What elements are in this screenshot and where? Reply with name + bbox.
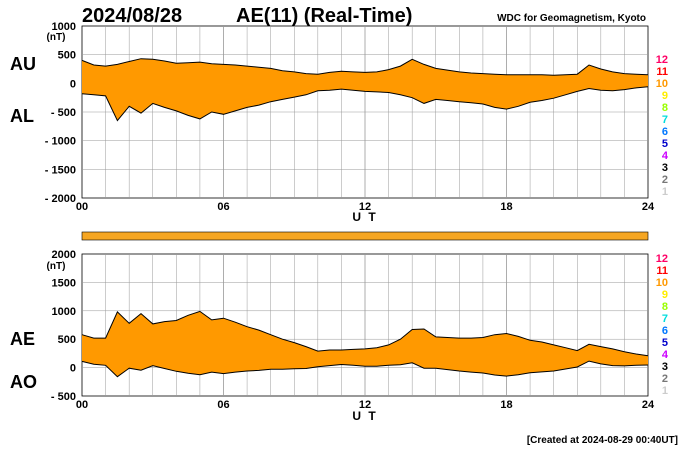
panel2-xlabel: U T <box>352 409 377 423</box>
x-tick-label: 12 <box>359 399 371 411</box>
series-line-ae <box>81 310 649 357</box>
hour-legend-item: 1 <box>662 186 668 198</box>
y-tick-label: 500 <box>58 50 76 62</box>
y-tick-label: 1000 <box>52 306 76 318</box>
band-fill <box>82 311 648 377</box>
hour-legend-item: 7 <box>662 313 668 325</box>
y-tick-label: 2000 <box>52 249 76 261</box>
hour-legend-item: 11 <box>656 265 668 277</box>
source-label: WDC for Geomagnetism, Kyoto <box>497 13 646 24</box>
series-line-ao <box>81 360 649 378</box>
hour-legend-item: 4 <box>662 349 669 361</box>
al-side-label: AL <box>10 106 34 126</box>
hour-legend-item: 6 <box>662 325 668 337</box>
x-tick-label: 24 <box>642 399 655 411</box>
y-tick-label: 0 <box>70 363 76 375</box>
y-tick-label: 0 <box>70 78 76 90</box>
hour-legend-item: 6 <box>662 126 668 138</box>
hour-legend-item: 10 <box>656 277 668 289</box>
y-tick-label: 500 <box>58 334 76 346</box>
y-tick-label: - 500 <box>51 391 76 403</box>
panel1-xlabel: U T <box>352 210 377 224</box>
ao-side-label: AO <box>10 372 37 392</box>
x-tick-label: 00 <box>76 201 88 213</box>
hour-legend-item: 9 <box>662 90 668 102</box>
hour-legend-item: 9 <box>662 289 668 301</box>
x-tick-label: 18 <box>500 399 512 411</box>
hour-legend-item: 12 <box>656 253 668 265</box>
x-tick-label: 12 <box>359 201 371 213</box>
hour-legend-item: 5 <box>662 138 668 150</box>
x-tick-label: 24 <box>642 201 655 213</box>
panel1-unit: (nT) <box>47 32 66 43</box>
x-tick-label: 18 <box>500 201 512 213</box>
y-tick-label: 1000 <box>52 21 76 33</box>
band-fill <box>82 58 648 121</box>
x-tick-label: 00 <box>76 399 88 411</box>
index-title: AE(11) (Real-Time) <box>236 5 412 27</box>
hour-legend-item: 8 <box>662 301 668 313</box>
panel2-unit: (nT) <box>47 261 66 272</box>
hour-legend-item: 3 <box>662 162 668 174</box>
au-side-label: AU <box>10 54 36 74</box>
series-line-al <box>81 86 649 122</box>
hour-legend-item: 2 <box>662 373 668 385</box>
au-al-panel: (nT) AU AL 1000 500 0 - 500 - 1000 - 1500 - 20… <box>10 21 655 224</box>
x-tick-label: 06 <box>217 201 229 213</box>
hour-legend-item: 5 <box>662 337 668 349</box>
created-timestamp: [Created at 2024-08-29 00:40UT] <box>527 435 678 446</box>
separator-bar <box>81 231 649 241</box>
y-tick-label: - 1000 <box>45 136 76 148</box>
hour-legend-item: 11 <box>656 66 668 78</box>
hour-legend-item: 3 <box>662 361 668 373</box>
hour-legend-item: 7 <box>662 114 668 126</box>
date-title: 2024/08/28 <box>82 5 182 27</box>
y-tick-label: 1500 <box>52 277 76 289</box>
y-tick-label: - 2000 <box>45 193 76 205</box>
ae-ao-panel: (nT) AE AO 2000 1500 1000 500 0 - 500 00 06 12 1… <box>10 249 655 423</box>
y-tick-label: - 500 <box>51 107 76 119</box>
hour-legend-item: 2 <box>662 174 668 186</box>
x-tick-label: 06 <box>217 399 229 411</box>
y-tick-label: - 1500 <box>45 164 76 176</box>
hour-legend-item: 8 <box>662 102 668 114</box>
hour-legend-item: 10 <box>656 78 668 90</box>
hour-legend-item: 4 <box>662 150 669 162</box>
hour-legend-item: 12 <box>656 54 668 66</box>
hour-legend-item: 1 <box>662 385 668 397</box>
series-line-au <box>81 58 649 76</box>
ae-side-label: AE <box>10 329 35 349</box>
